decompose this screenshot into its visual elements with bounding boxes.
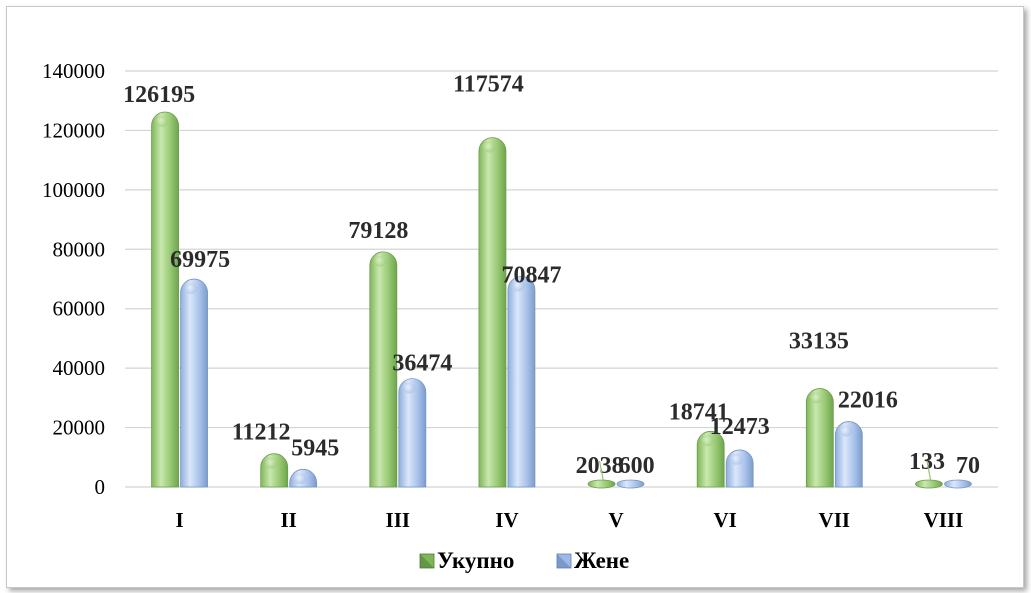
- bar-shape: [915, 479, 943, 489]
- data-label: 18741: [669, 399, 729, 425]
- bar-highlight: [701, 435, 714, 447]
- data-label: 79128: [348, 218, 408, 244]
- bar-zene-VI: [725, 449, 754, 488]
- bar-shape: [834, 421, 863, 488]
- bar-highlight: [184, 283, 198, 294]
- bar-highlight: [265, 457, 278, 469]
- bar-zene-V: [616, 479, 645, 489]
- x-tick-label: II: [281, 508, 297, 532]
- bar-highlight: [810, 392, 823, 404]
- data-label: 22016: [838, 388, 898, 414]
- bar-highlight: [374, 255, 387, 267]
- bar-shape: [587, 479, 616, 489]
- data-label: 11212: [232, 420, 291, 446]
- bar-ukupno-VI: [696, 430, 725, 488]
- data-label: 33135: [789, 329, 849, 355]
- x-tick-label: VII: [819, 508, 851, 532]
- bar-ukupno-VII: [805, 388, 834, 488]
- leader-line: [926, 460, 932, 483]
- y-tick-label: 100000: [42, 178, 105, 202]
- bar-ukupno-V: [587, 479, 616, 489]
- bar-zene-II: [289, 468, 318, 488]
- bar-shape: [151, 111, 179, 488]
- x-tick-label: V: [608, 508, 623, 532]
- legend-label: Жене: [574, 548, 629, 573]
- data-label: 126195: [123, 82, 195, 108]
- data-label: 70: [956, 453, 980, 479]
- bar-shape: [398, 378, 427, 488]
- bar-zene-III: [398, 378, 427, 488]
- y-tick-label: 60000: [53, 297, 106, 321]
- bar-ukupno-II: [260, 453, 289, 488]
- y-tick-label: 120000: [42, 118, 105, 142]
- bar-shape: [805, 388, 834, 488]
- bar-ukupno-III: [369, 251, 398, 488]
- bar-shape: [478, 137, 507, 488]
- data-label: 2038: [576, 453, 624, 479]
- bar-shape: [944, 479, 972, 489]
- data-label: 600: [619, 453, 655, 479]
- x-tick-label: I: [175, 508, 183, 532]
- legend-swatch-shade: [420, 554, 434, 568]
- x-tick-label: IV: [495, 508, 518, 532]
- y-tick-label: 140000: [42, 59, 105, 83]
- bar-highlight: [512, 280, 525, 292]
- x-tick-label: VI: [714, 508, 737, 532]
- legend-item-ukupno: Укупно: [419, 548, 514, 573]
- bar-zene-I: [180, 278, 208, 488]
- bar-highlight: [294, 473, 307, 485]
- bar-shape: [616, 479, 645, 489]
- data-label: 12473: [710, 414, 770, 440]
- data-label: 5945: [291, 435, 339, 461]
- data-label: 69975: [170, 247, 230, 273]
- y-tick-label: 0: [95, 475, 106, 499]
- leader-line: [598, 460, 605, 483]
- legend-swatch-shade: [557, 554, 571, 568]
- bar-highlight: [155, 116, 169, 127]
- legend-item-zene: Жене: [556, 548, 629, 573]
- x-tick-label: III: [386, 508, 411, 532]
- bar-zene-VIII: [944, 479, 972, 489]
- bar-shape: [369, 251, 398, 488]
- y-tick-label: 20000: [53, 416, 106, 440]
- y-tick-label: 80000: [53, 237, 106, 261]
- bar-shape: [696, 430, 725, 488]
- legend-label: Укупно: [437, 548, 514, 573]
- data-label: 70847: [501, 262, 561, 288]
- bar-zene-VII: [834, 421, 863, 488]
- bar-zene-IV: [507, 276, 536, 488]
- data-label: 117574: [453, 72, 524, 98]
- bar-shape: [507, 276, 536, 488]
- bar-ukupno-IV: [478, 137, 507, 488]
- y-tick-label: 40000: [53, 356, 106, 380]
- bar-ukupno-I: [151, 111, 179, 488]
- bar-ukupno-VIII: [915, 479, 943, 489]
- bar-highlight: [730, 453, 743, 465]
- bar-highlight: [483, 141, 496, 153]
- bar-highlight: [403, 382, 416, 394]
- bar-shape: [180, 278, 208, 488]
- bar-highlight: [839, 425, 852, 437]
- data-label: 36474: [392, 351, 452, 377]
- x-tick-label: VIII: [924, 508, 964, 532]
